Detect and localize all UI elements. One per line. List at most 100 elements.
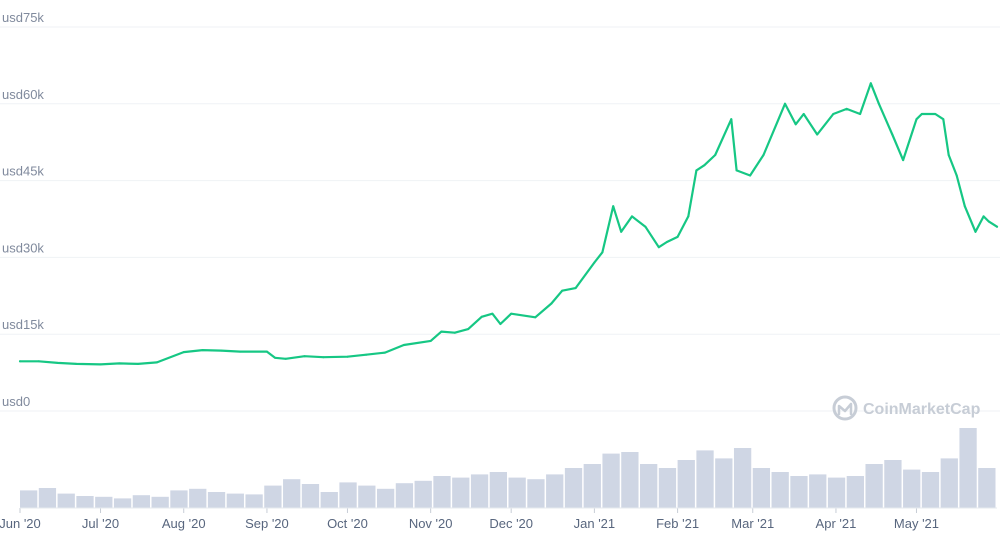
x-tick-label: Oct '20 [327, 516, 368, 531]
coinmarketcap-logo-icon [832, 395, 858, 421]
volume-bar [827, 477, 846, 508]
price-point [703, 164, 706, 167]
x-tick-label: Sep '20 [245, 516, 289, 531]
volume-bar [583, 464, 601, 508]
x-tick-label: Aug '20 [162, 516, 206, 531]
volume-bar [113, 498, 132, 508]
volume-bar [470, 474, 489, 508]
volume-bar [809, 474, 827, 508]
volume-bar [527, 479, 545, 508]
price-point [657, 246, 660, 249]
volume-bar [640, 464, 658, 508]
price-point [155, 361, 158, 364]
price-point [220, 349, 223, 352]
volume-bars [20, 428, 996, 508]
volume-bar [959, 428, 977, 508]
price-point [440, 330, 443, 333]
volume-bar [76, 496, 94, 508]
price-line [18, 82, 999, 366]
volume-bar [546, 474, 564, 508]
x-axis-ticks: Jun '20 Jul '20 Aug '20 Sep '20 Oct '20 Nov '… [0, 507, 997, 531]
volume-bar [395, 483, 414, 508]
price-point [274, 356, 276, 359]
volume-bar [376, 488, 395, 508]
price-point [99, 363, 102, 366]
volume-bar [884, 460, 902, 508]
price-point [402, 344, 405, 346]
price-point [322, 356, 325, 359]
x-tick-label: Dec '20 [489, 516, 533, 531]
price-point [915, 118, 918, 121]
price-point [735, 169, 738, 172]
price-point [877, 102, 880, 105]
volume-bar [320, 492, 338, 508]
gridlines [0, 26, 1000, 412]
y-tick-label: usd30k [2, 240, 44, 255]
price-point [749, 174, 752, 177]
volume-bar [489, 472, 507, 508]
volume-bar [20, 490, 38, 508]
volume-bar [264, 485, 282, 508]
price-point [845, 107, 848, 110]
volume-bar [903, 469, 921, 508]
price-point [480, 315, 483, 318]
price-point [118, 362, 121, 365]
volume-bar [38, 488, 57, 508]
volume-bar [696, 450, 714, 508]
x-tick-label: Jan '21 [574, 516, 616, 531]
volume-bar [752, 468, 771, 508]
price-point [453, 331, 456, 334]
y-axis-ticks: usd0 usd15k usd30k usd45k usd60k usd75k [2, 10, 44, 409]
price-point [784, 102, 786, 105]
volume-bar [339, 482, 357, 508]
price-point [730, 118, 733, 121]
volume-bar [621, 452, 639, 508]
volume-bar [170, 490, 188, 508]
price-point [620, 230, 623, 233]
volume-bar [245, 494, 263, 508]
price-point [665, 241, 668, 243]
x-tick-label: Jun '20 [0, 516, 41, 531]
price-point [987, 220, 990, 223]
price-point [19, 360, 21, 363]
volume-bar [508, 477, 526, 508]
volume-bar [414, 480, 432, 508]
volume-bar [564, 468, 583, 508]
price-point [534, 316, 537, 319]
y-tick-label: usd15k [2, 317, 44, 332]
volume-bar [602, 453, 620, 508]
price-point [695, 169, 698, 172]
x-tick-label: Mar '21 [731, 516, 774, 531]
volume-bar [358, 485, 376, 508]
volume-bar [677, 460, 695, 508]
volume-bar [658, 468, 677, 508]
price-point [284, 357, 287, 360]
volume-bar [452, 477, 470, 508]
price-point [802, 113, 805, 115]
price-point [239, 350, 242, 353]
watermark-text: CoinMarketCap [863, 401, 981, 418]
volume-bar [433, 476, 451, 508]
volume-bar [715, 458, 733, 508]
price-point [137, 362, 140, 365]
price-point [859, 113, 862, 115]
volume-bar [921, 472, 940, 508]
price-point [631, 215, 633, 218]
price-point [955, 174, 958, 177]
volume-bar [132, 495, 151, 508]
price-point [491, 312, 494, 315]
volume-bar [226, 493, 244, 508]
coinmarketcap-watermark: CoinMarketCap [832, 395, 981, 421]
price-point [550, 302, 553, 305]
price-point [510, 312, 513, 315]
volume-bar [189, 488, 207, 508]
price-point [37, 360, 40, 363]
price-point [687, 215, 690, 218]
volume-bar [57, 493, 75, 508]
price-line-series [18, 82, 999, 366]
x-tick-label: May '21 [894, 516, 939, 531]
price-point [762, 154, 765, 156]
price-point [934, 113, 937, 115]
price-point [384, 351, 386, 354]
